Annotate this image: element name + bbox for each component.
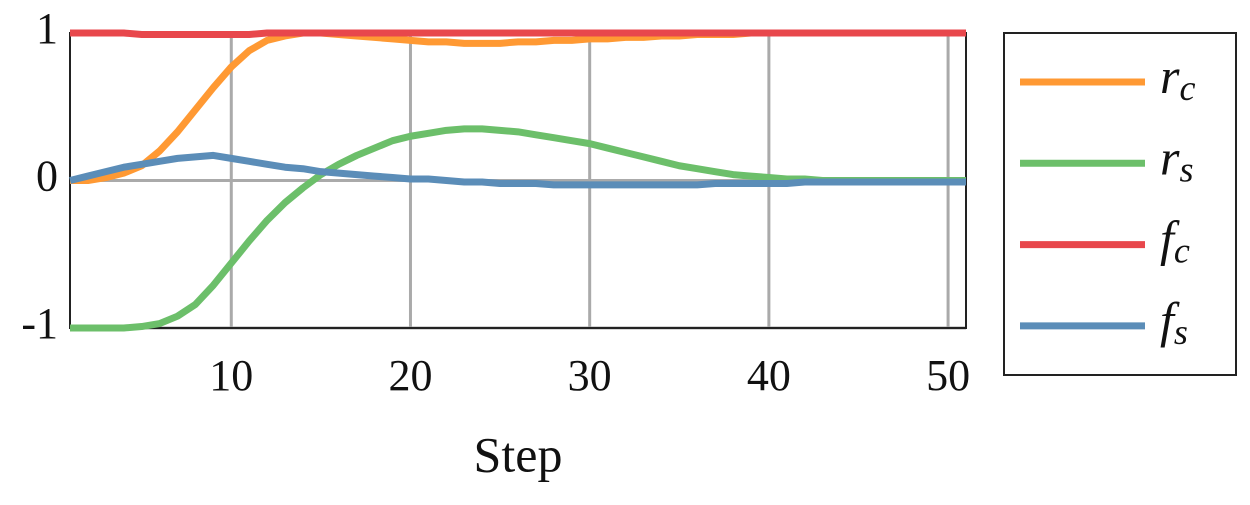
series-line bbox=[70, 29, 966, 38]
x-tick-label: 30 bbox=[568, 351, 612, 400]
y-tick-label: 1 bbox=[36, 4, 58, 53]
x-tick-label: 10 bbox=[209, 351, 253, 400]
y-tick-label: -1 bbox=[21, 299, 58, 348]
legend-label: fc bbox=[1160, 211, 1190, 271]
x-tick-label: 50 bbox=[926, 351, 970, 400]
x-tick-label: 40 bbox=[747, 351, 791, 400]
legend-label-sub: s bbox=[1179, 150, 1193, 190]
legend-label-sub: c bbox=[1179, 68, 1195, 108]
legend-label-base: r bbox=[1160, 130, 1180, 186]
legend-label-base: r bbox=[1160, 48, 1180, 104]
y-tick-label: 0 bbox=[36, 152, 58, 201]
legend-label-sub: s bbox=[1174, 312, 1188, 352]
legend-label-sub: c bbox=[1174, 231, 1190, 271]
legend-label: fs bbox=[1160, 292, 1188, 352]
x-tick-label: 20 bbox=[388, 351, 432, 400]
legend-label: rs bbox=[1160, 130, 1193, 190]
legend-label: rc bbox=[1160, 48, 1195, 108]
x-axis-label: Step bbox=[474, 426, 563, 482]
legend-box bbox=[1003, 32, 1237, 376]
series-line bbox=[69, 151, 966, 189]
